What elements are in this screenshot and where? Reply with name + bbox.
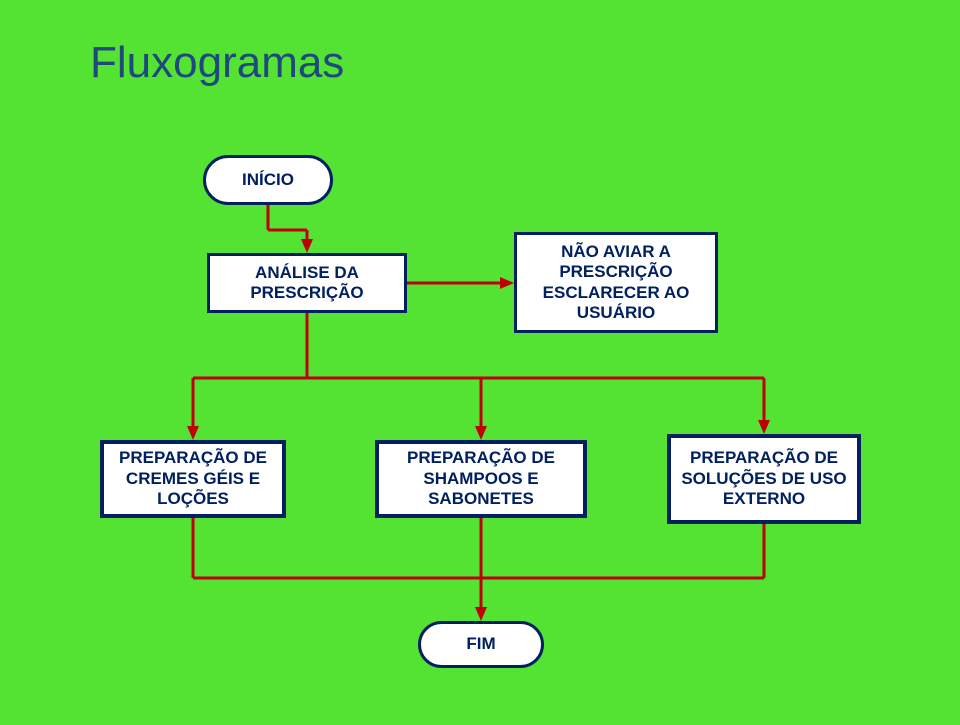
flowchart-edge-e7: [758, 378, 770, 434]
flowchart-edge-e12: [475, 578, 487, 621]
flowchart-edge-e1: [268, 205, 313, 253]
flowchart-node-prep_solucoes: PREPARAÇÃO DE SOLUÇÕES DE USO EXTERNO: [667, 434, 861, 524]
flowchart-node-inicio: INÍCIO: [203, 155, 333, 205]
flowchart-edges: [0, 0, 960, 725]
flowchart-node-prep_shampoos: PREPARAÇÃO DE SHAMPOOS E SABONETES: [375, 440, 587, 518]
flowchart-node-nao_aviar: NÃO AVIAR A PRESCRIÇÃO ESCLARECER AO USU…: [514, 232, 718, 333]
flowchart-node-prep_cremes: PREPARAÇÃO DE CREMES GÉIS E LOÇÕES: [100, 440, 286, 518]
flowchart-node-analise: ANÁLISE DA PRESCRIÇÃO: [207, 253, 407, 313]
flowchart-edge-e6: [475, 378, 487, 440]
flowchart-edge-e5: [187, 378, 199, 440]
flowchart-edge-e2: [407, 277, 514, 289]
flowchart-node-fim: FIM: [418, 621, 544, 668]
